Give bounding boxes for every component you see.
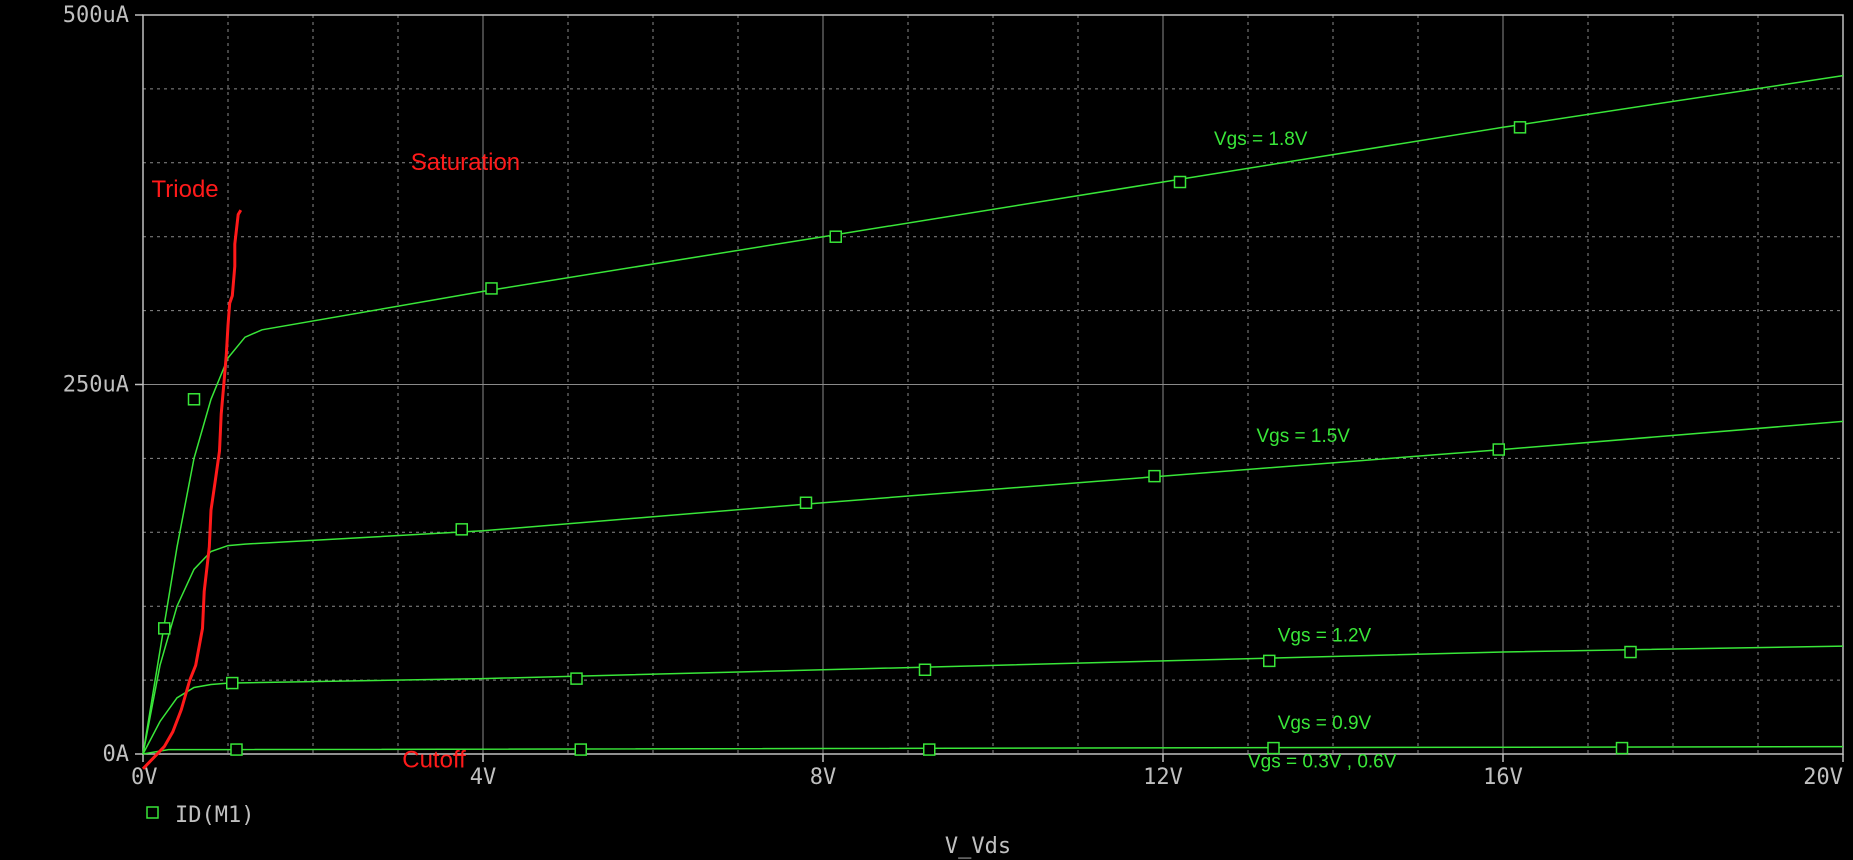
series-marker-4	[1615, 741, 1629, 755]
curve-label: Vgs = 1.5V	[1257, 426, 1351, 447]
region-label: Triode	[152, 176, 219, 203]
series-markers	[158, 121, 1637, 756]
legend-marker-icon	[146, 806, 159, 819]
series-marker-1	[187, 393, 201, 406]
x-tick-label: 4V	[470, 765, 497, 790]
y-axis-tick-labels: 0A 250uA 500uA	[63, 3, 143, 767]
x-tick-label: 12V	[1143, 765, 1183, 790]
annotations: Vgs = 1.8V Vgs = 1.5V Vgs = 1.2V Vgs = 0.9V…	[152, 129, 1397, 773]
curve-label: Vgs = 0.9V	[1278, 713, 1372, 734]
x-tick-label: 16V	[1483, 765, 1523, 790]
series-line-4	[142, 745, 1844, 755]
series-line-1	[142, 74, 1844, 755]
series-marker-4	[923, 743, 936, 756]
series-marker-3	[1263, 654, 1276, 668]
series-marker-1	[485, 282, 498, 295]
y-tick-label: 250uA	[63, 373, 129, 398]
y-tick-label: 0A	[103, 742, 130, 767]
series-marker-3	[1624, 645, 1637, 659]
series-marker-2	[1492, 443, 1505, 456]
triode-saturation-boundary	[141, 209, 243, 770]
series-marker-4	[574, 743, 587, 756]
series-marker-2	[455, 523, 468, 536]
boundary-line	[141, 209, 243, 770]
series-marker-1	[1173, 175, 1187, 189]
series-marker-2	[1148, 469, 1161, 483]
series-marker-3	[226, 676, 239, 690]
series-marker-2	[799, 496, 813, 509]
series-marker-1	[829, 230, 842, 243]
series-marker-1	[1513, 121, 1527, 134]
legend-label: ID(M1)	[175, 803, 254, 828]
curve-label: Vgs = 1.8V	[1214, 129, 1308, 150]
x-axis-label: V_Vds	[945, 834, 1011, 859]
series-line-2	[142, 420, 1844, 755]
x-tick-label: 8V	[810, 765, 837, 790]
series-marker-4	[230, 743, 243, 756]
series-marker-4	[1267, 741, 1280, 755]
y-tick-label: 500uA	[63, 3, 129, 28]
region-label: Cutoff	[402, 746, 466, 773]
series-marker-3	[570, 672, 583, 685]
grid-lines	[143, 15, 1843, 754]
curve-label: Vgs = 1.2V	[1278, 626, 1372, 647]
x-tick-label: 20V	[1803, 765, 1843, 790]
region-label: Saturation	[411, 149, 520, 176]
series-marker-2	[158, 622, 171, 635]
legend: ID(M1)	[146, 803, 254, 828]
curve-label: Vgs = 0.3V , 0.6V	[1248, 751, 1397, 772]
series-marker-3	[918, 663, 932, 677]
